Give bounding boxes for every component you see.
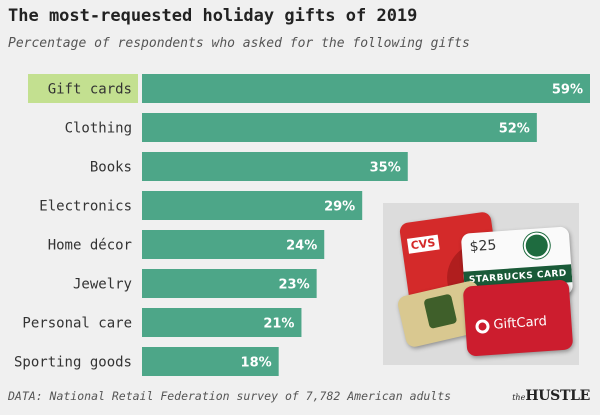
category-label-electronics: Electronics: [39, 199, 132, 215]
category-label-sporting-goods: Sporting goods: [14, 355, 132, 371]
value-label-personal-care: 21%: [263, 317, 294, 332]
logo-prefix: the: [512, 393, 526, 402]
value-label-jewelry: 23%: [279, 278, 310, 293]
value-label-books: 35%: [370, 161, 401, 176]
bar-books: [142, 152, 408, 181]
chart-subtitle: Percentage of respondents who asked for …: [8, 36, 470, 51]
value-label-sporting-goods: 18%: [241, 356, 272, 371]
value-label-gift-cards: 59%: [552, 83, 583, 98]
bar-home-decor: [142, 230, 325, 259]
category-label-gift-cards: Gift cards: [48, 82, 132, 98]
category-highlight-gift-cards: [28, 74, 138, 103]
starbucks-card-amount: $25: [469, 237, 497, 256]
target-gift-card: GiftCard: [462, 279, 574, 357]
bar-electronics: [142, 191, 363, 220]
bar-clothing: [142, 113, 537, 142]
target-card-label: GiftCard: [492, 314, 548, 333]
cvs-card-label: CVS: [406, 234, 440, 254]
bar-jewelry: [142, 269, 317, 298]
value-label-electronics: 29%: [324, 200, 355, 215]
bar-gift-cards: [142, 74, 590, 103]
gift-cards-image: CVS $25 STARBUCKS CARD GiftCard: [383, 203, 579, 365]
category-label-home-decor: Home décor: [48, 238, 132, 254]
value-label-home-decor: 24%: [286, 239, 317, 254]
bar-personal-care: [142, 308, 302, 337]
value-label-clothing: 52%: [499, 122, 530, 137]
chart-title: The most-requested holiday gifts of 2019: [8, 6, 418, 26]
category-label-personal-care: Personal care: [22, 316, 132, 332]
hustle-logo: theHUSTLE: [512, 385, 590, 404]
starbucks-logo-icon: [522, 231, 551, 260]
logo-name: HUSTLE: [525, 388, 590, 404]
category-label-clothing: Clothing: [65, 121, 132, 137]
category-label-books: Books: [90, 160, 132, 176]
bar-sporting-goods: [142, 347, 279, 376]
target-bullseye-icon: [475, 319, 490, 334]
panera-logo-icon: [423, 293, 458, 330]
category-label-jewelry: Jewelry: [73, 277, 132, 293]
data-source-note: DATA: National Retail Federation survey …: [8, 389, 452, 403]
